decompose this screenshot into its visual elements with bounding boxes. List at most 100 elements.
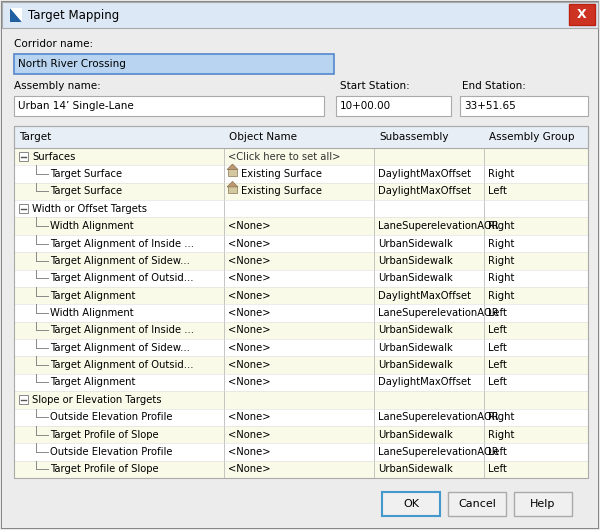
Text: Outside Elevation Profile: Outside Elevation Profile — [50, 447, 173, 457]
Bar — [14, 54, 334, 74]
Text: LaneSuperelevationAOR: LaneSuperelevationAOR — [378, 447, 499, 457]
Text: DaylightMaxOffset: DaylightMaxOffset — [378, 187, 471, 197]
Bar — [448, 492, 506, 516]
Text: Right: Right — [488, 221, 514, 231]
Bar — [14, 126, 588, 148]
Bar — [14, 183, 588, 200]
Text: <None>: <None> — [228, 308, 271, 318]
Bar — [14, 304, 588, 322]
Text: DaylightMaxOffset: DaylightMaxOffset — [378, 377, 471, 387]
Text: Right: Right — [488, 169, 514, 179]
Text: Target Alignment of Inside ...: Target Alignment of Inside ... — [50, 325, 194, 335]
Bar — [14, 461, 588, 478]
Text: Urban 14’ Single-Lane: Urban 14’ Single-Lane — [18, 101, 134, 111]
Text: Object Name: Object Name — [229, 132, 297, 142]
Polygon shape — [227, 181, 238, 187]
Text: LaneSuperelevationAOR: LaneSuperelevationAOR — [378, 308, 499, 318]
Bar — [19, 204, 28, 213]
Text: End Station:: End Station: — [462, 81, 526, 91]
Text: UrbanSidewalk: UrbanSidewalk — [378, 360, 453, 370]
Polygon shape — [10, 8, 22, 22]
Text: Left: Left — [488, 187, 507, 197]
Bar — [19, 395, 28, 404]
Text: Target Alignment of Outsid...: Target Alignment of Outsid... — [50, 360, 193, 370]
Text: Right: Right — [488, 256, 514, 266]
Text: Target Alignment of Outsid...: Target Alignment of Outsid... — [50, 273, 193, 283]
Text: LaneSuperelevationAOR: LaneSuperelevationAOR — [378, 221, 499, 231]
Text: OK: OK — [403, 499, 419, 509]
Bar — [14, 270, 588, 287]
Text: Left: Left — [488, 308, 507, 318]
Text: UrbanSidewalk: UrbanSidewalk — [378, 430, 453, 439]
Bar — [14, 165, 588, 183]
Bar — [336, 96, 451, 116]
Text: UrbanSidewalk: UrbanSidewalk — [378, 325, 453, 335]
Text: Assembly Group: Assembly Group — [489, 132, 575, 142]
Text: UrbanSidewalk: UrbanSidewalk — [378, 238, 453, 249]
Bar — [14, 235, 588, 252]
Bar — [14, 409, 588, 426]
Text: X: X — [577, 8, 587, 21]
Text: Left: Left — [488, 325, 507, 335]
Text: Target: Target — [19, 132, 51, 142]
Text: Right: Right — [488, 412, 514, 422]
Text: Corridor name:: Corridor name: — [14, 39, 93, 49]
Text: <None>: <None> — [228, 412, 271, 422]
Bar — [14, 443, 588, 461]
Text: UrbanSidewalk: UrbanSidewalk — [378, 273, 453, 283]
Bar — [382, 492, 440, 516]
Text: Left: Left — [488, 447, 507, 457]
Text: Left: Left — [488, 464, 507, 474]
Text: 10+00.00: 10+00.00 — [340, 101, 391, 111]
Text: UrbanSidewalk: UrbanSidewalk — [378, 464, 453, 474]
Text: <None>: <None> — [228, 290, 271, 301]
Bar — [14, 356, 588, 374]
Text: Right: Right — [488, 273, 514, 283]
Bar — [14, 287, 588, 304]
Bar — [228, 169, 237, 176]
Text: Left: Left — [488, 343, 507, 353]
Text: Right: Right — [488, 430, 514, 439]
Bar — [14, 339, 588, 356]
Text: Existing Surface: Existing Surface — [241, 187, 322, 197]
Text: Cancel: Cancel — [458, 499, 496, 509]
Text: Target Profile of Slope: Target Profile of Slope — [50, 430, 158, 439]
Text: Target Surface: Target Surface — [50, 187, 122, 197]
Text: <None>: <None> — [228, 221, 271, 231]
Text: Target Mapping: Target Mapping — [28, 8, 119, 22]
Text: Left: Left — [488, 360, 507, 370]
Bar — [460, 96, 588, 116]
Text: Width Alignment: Width Alignment — [50, 221, 134, 231]
Text: <None>: <None> — [228, 256, 271, 266]
Text: <None>: <None> — [228, 343, 271, 353]
Bar — [514, 492, 572, 516]
Text: <None>: <None> — [228, 430, 271, 439]
Text: Width or Offset Targets: Width or Offset Targets — [32, 204, 147, 214]
Polygon shape — [227, 164, 238, 170]
Bar — [14, 252, 588, 270]
Text: DaylightMaxOffset: DaylightMaxOffset — [378, 290, 471, 301]
Text: <Click here to set all>: <Click here to set all> — [228, 152, 340, 162]
Bar — [2, 2, 598, 28]
Bar — [14, 426, 588, 443]
Text: 33+51.65: 33+51.65 — [464, 101, 516, 111]
Text: Target Alignment: Target Alignment — [50, 290, 136, 301]
Text: North River Crossing: North River Crossing — [18, 59, 126, 69]
Bar — [14, 217, 588, 235]
Bar — [14, 96, 324, 116]
Text: Target Alignment of Inside ...: Target Alignment of Inside ... — [50, 238, 194, 249]
Text: Target Surface: Target Surface — [50, 169, 122, 179]
Bar — [569, 4, 595, 25]
Text: Assembly name:: Assembly name: — [14, 81, 101, 91]
Text: Existing Surface: Existing Surface — [241, 169, 322, 179]
Text: Left: Left — [488, 377, 507, 387]
Text: Surfaces: Surfaces — [32, 152, 76, 162]
Text: Outside Elevation Profile: Outside Elevation Profile — [50, 412, 173, 422]
Bar — [19, 152, 28, 161]
Text: Subassembly: Subassembly — [379, 132, 449, 142]
Text: <None>: <None> — [228, 325, 271, 335]
Bar — [14, 126, 588, 478]
Text: Target Alignment of Sidew...: Target Alignment of Sidew... — [50, 256, 190, 266]
Text: Right: Right — [488, 290, 514, 301]
Bar — [14, 200, 588, 217]
